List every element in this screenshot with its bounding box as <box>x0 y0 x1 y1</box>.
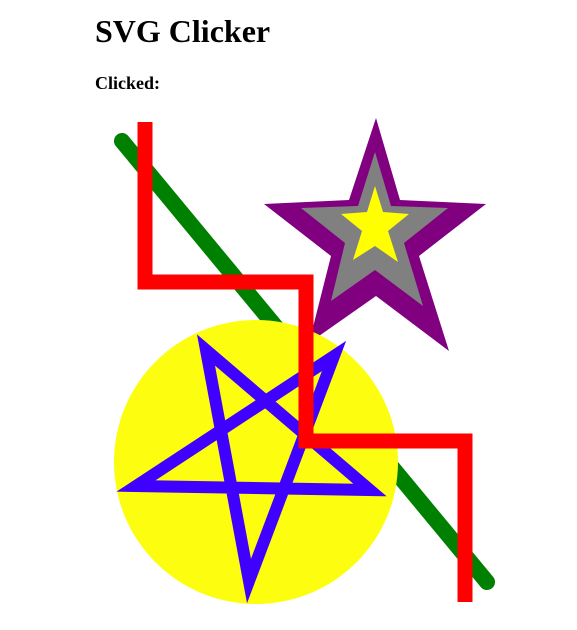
clicked-status: Clicked: <box>95 72 164 94</box>
clicked-label: Clicked: <box>95 73 160 93</box>
page-title: SVG Clicker <box>95 13 271 49</box>
blue-pentagram[interactable] <box>116 334 387 604</box>
red-polyline[interactable] <box>137 122 473 602</box>
purple-star[interactable] <box>264 118 486 351</box>
